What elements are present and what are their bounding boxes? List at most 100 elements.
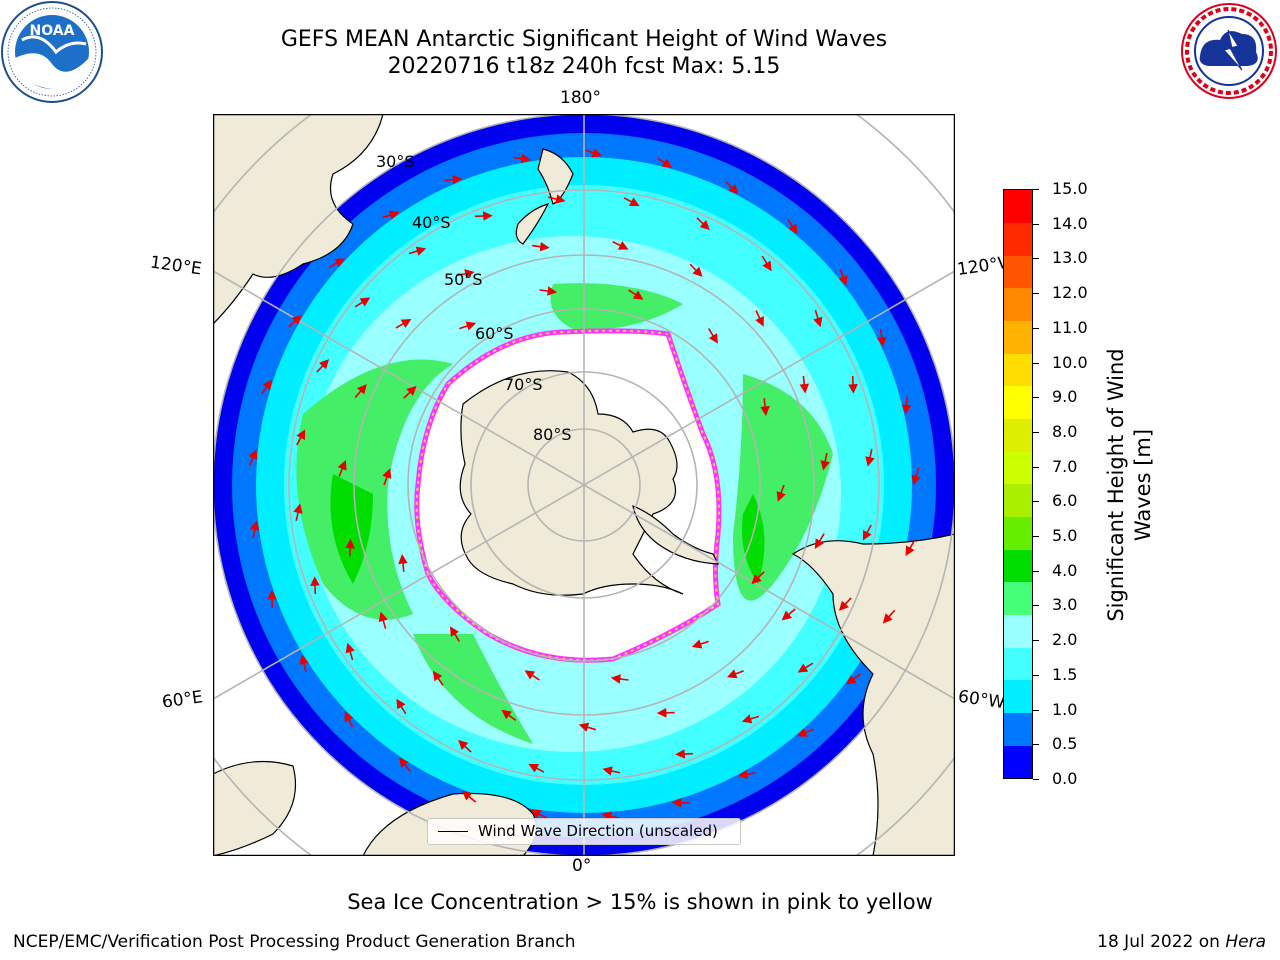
colorbar-tick-mark [1033, 258, 1039, 260]
legend-line-sample [438, 831, 468, 832]
wave-direction-arrow [876, 329, 887, 347]
wave-direction-arrow [344, 711, 354, 728]
wave-direction-arrow [691, 639, 709, 649]
nws-logo [1178, 0, 1280, 102]
wave-direction-arrow [378, 611, 388, 629]
wave-direction-arrow [628, 289, 644, 300]
legend-label: Wind Wave Direction (unscaled) [478, 822, 718, 840]
colorbar-label-line2: Waves [m] [1131, 428, 1155, 542]
colorbar-cell [1004, 614, 1032, 648]
wave-direction-arrow [345, 642, 355, 661]
wave-direction-arrow [293, 503, 303, 521]
wave-direction-arrow [403, 385, 417, 399]
colorbar-cell [1004, 222, 1032, 256]
colorbar-cell [1004, 549, 1032, 583]
wave-direction-arrow [382, 468, 392, 486]
colorbar-tick-mark [1033, 223, 1039, 225]
wave-direction-arrow [395, 318, 412, 329]
wave-direction-arrow [675, 749, 694, 759]
colorbar-tick-label: 4.0 [1052, 560, 1078, 580]
wave-direction-arrow [296, 429, 306, 446]
green-core-west [330, 474, 373, 584]
wave-direction-arrow [602, 766, 620, 776]
wave-direction-arrow [689, 263, 703, 277]
wave-direction-arrow [838, 268, 848, 286]
wave-direction-arrow [776, 484, 786, 502]
new-zealand-south [515, 203, 550, 245]
wave-direction-arrow [444, 174, 463, 185]
lon-label-60e: 60°E [160, 687, 205, 713]
wave-direction-arrow [396, 698, 407, 715]
noaa-logo-text: NOAA [30, 23, 75, 39]
wave-direction-arrow [585, 148, 603, 158]
colorbar-cell [1004, 712, 1032, 746]
colorbar-cell [1004, 288, 1032, 322]
lat-label-60s: 60°S [475, 324, 514, 343]
wave-direction-arrow [882, 609, 896, 624]
wave-direction-arrow [708, 328, 719, 344]
wave-direction-arrow [316, 359, 330, 373]
wave-direction-arrow [796, 728, 814, 737]
australia [213, 114, 384, 325]
lon-label-0: 0° [572, 856, 592, 876]
wave-direction-arrow [656, 157, 673, 168]
wave-direction-arrow [461, 790, 477, 803]
colorbar-tick-mark [1033, 605, 1039, 607]
wave-direction-arrow [345, 538, 355, 557]
wave-direction-arrow [838, 597, 852, 611]
credit-branch: NCEP/EMC/Verification Post Processing Pr… [13, 932, 576, 952]
wave-direction-arrow [848, 375, 858, 394]
colorbar-tick-label: 10.0 [1052, 352, 1088, 372]
wave-direction-arrow [531, 241, 550, 252]
wave-direction-arrow [905, 540, 916, 557]
madagascar [213, 760, 297, 856]
colorbar-tick-label: 3.0 [1052, 595, 1078, 615]
colorbar-cell [1004, 418, 1032, 452]
wave-direction-arrow [530, 809, 547, 819]
wave-direction-arrow [548, 194, 566, 204]
noaa-logo: NOAA [0, 0, 104, 104]
wave-direction-arrow [578, 722, 597, 732]
lat-label-70s: 70°S [504, 375, 543, 394]
wave-direction-arrow [787, 218, 798, 235]
wave-direction-arrow [865, 449, 875, 467]
wave-direction-arrow [408, 246, 427, 256]
wave-direction-arrow [696, 217, 710, 231]
wave-direction-arrow [760, 398, 770, 416]
credit-date-text: 18 Jul 2022 on [1097, 932, 1220, 952]
south-america [791, 533, 955, 856]
colorbar-cell [1004, 745, 1032, 779]
map-canvas [212, 113, 956, 857]
colorbar-tick-label: 7.0 [1052, 456, 1078, 476]
colorbar-tick-label: 0.0 [1052, 769, 1078, 788]
wave-direction-arrow [398, 554, 408, 572]
wave-direction-arrow [623, 197, 640, 207]
wind-wave-arrows [248, 148, 921, 821]
wave-direction-arrow [761, 255, 772, 272]
wave-direction-arrow [901, 396, 912, 415]
wave-direction-arrow [458, 739, 472, 753]
map-frame [212, 113, 956, 857]
wave-direction-arrow [250, 520, 260, 538]
sea-ice-fringe [415, 329, 720, 662]
wave-direction-arrow [248, 449, 258, 466]
colorbar-tick-label: 13.0 [1052, 248, 1088, 268]
colorbar-label-line1: Significant Height of Wind [1104, 348, 1128, 622]
colorbar-tick-label: 9.0 [1052, 387, 1078, 407]
colorbar-tick-mark [1033, 431, 1039, 433]
colorbar-tick-mark [1033, 397, 1039, 399]
colorbar-tick-mark [1033, 466, 1039, 468]
colorbar-tick-label: 15.0 [1052, 179, 1088, 198]
colorbar-tick-mark [1033, 293, 1039, 295]
wave-direction-arrow [299, 654, 309, 672]
colorbar-tick-label: 2.0 [1052, 630, 1078, 650]
colorbar-tick-label: 0.5 [1052, 734, 1078, 754]
colorbar-tick-mark [1033, 674, 1039, 676]
wave-direction-arrow [337, 460, 347, 477]
wave-direction-arrow [741, 714, 760, 724]
wave-direction-arrow [751, 571, 765, 585]
wave-direction-arrow [862, 524, 872, 541]
wave-direction-arrow [612, 240, 629, 250]
wave-direction-arrow [260, 379, 273, 395]
sea-ice-note: Sea Ice Concentration > 15% is shown in … [347, 890, 933, 914]
